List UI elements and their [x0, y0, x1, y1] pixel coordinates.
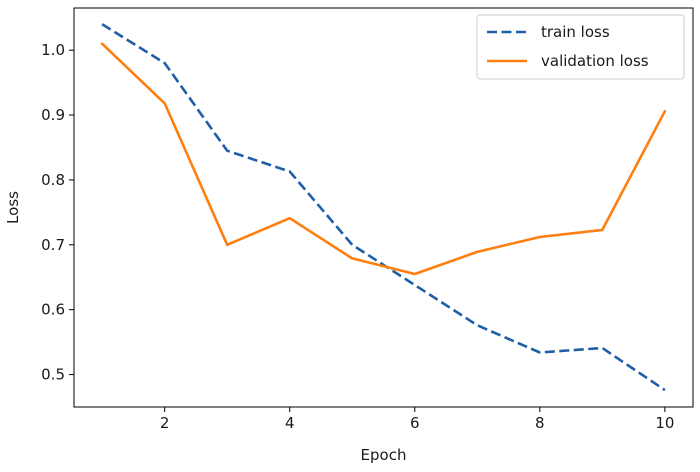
y-tick-label: 0.5: [41, 366, 65, 384]
y-tick-label: 0.8: [41, 171, 65, 189]
legend: train loss validation loss: [476, 14, 685, 80]
legend-label: train loss: [541, 23, 610, 41]
y-tick-label: 0.9: [41, 106, 65, 124]
x-tick-label: 6: [410, 414, 420, 432]
legend-box: [476, 14, 685, 80]
x-tick-label: 10: [655, 414, 674, 432]
y-tick-label: 1.0: [41, 41, 65, 59]
plot-frame: [73, 7, 694, 408]
x-tick-label: 2: [160, 414, 170, 432]
axes: 2 4 6 8 10 0.5 0.6 0.7 0.8 0.9 1.0 Epoch Loss: [4, 7, 694, 464]
x-tick-label: 8: [535, 414, 545, 432]
y-tick-label: 0.7: [41, 236, 65, 254]
plot-area: [100, 23, 667, 392]
series-line-validation-loss: [100, 42, 667, 276]
legend-label: validation loss: [541, 52, 649, 70]
x-axis-label: Epoch: [361, 446, 407, 464]
y-axis-label: Loss: [4, 191, 22, 224]
x-tick-label: 4: [285, 414, 295, 432]
y-tick-label: 0.6: [41, 301, 65, 319]
